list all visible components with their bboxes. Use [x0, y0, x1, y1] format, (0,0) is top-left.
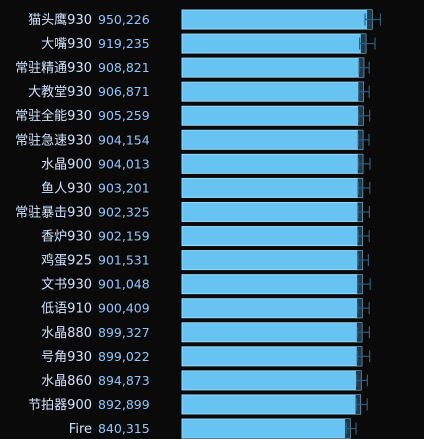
bar [181, 370, 362, 391]
value-label: 892,899 [98, 397, 150, 412]
category-label: 常驻全能930 [15, 108, 92, 124]
value-label: 899,327 [98, 325, 150, 340]
value-label: 902,325 [98, 204, 150, 219]
bar [181, 9, 373, 30]
bar [181, 394, 362, 415]
category-label: 水晶860 [41, 374, 92, 389]
bar [181, 274, 363, 295]
value-label: 906,871 [98, 84, 150, 99]
category-label: 水晶880 [41, 326, 92, 341]
value-label: 950,226 [98, 12, 150, 27]
value-label: 902,159 [98, 229, 150, 244]
category-label: 鱼人930 [41, 180, 92, 196]
category-label: Fire [69, 422, 92, 437]
bar [181, 105, 364, 126]
category-label: 常驻精通930 [15, 61, 92, 76]
value-label: 901,531 [98, 253, 150, 268]
value-label: 901,048 [98, 277, 150, 292]
value-label: 903,201 [98, 180, 150, 195]
bar [181, 322, 363, 343]
category-label: 常驻暴击930 [15, 205, 92, 220]
category-label: 低语910 [41, 302, 92, 317]
bar [181, 81, 364, 102]
bar [181, 129, 364, 150]
bar [181, 201, 363, 222]
bar [181, 177, 364, 198]
bar [181, 57, 365, 78]
category-label: 大嘴930 [41, 37, 92, 52]
category-label: 常驻急速930 [15, 133, 92, 148]
value-label: 840,315 [98, 421, 150, 436]
value-label: 919,235 [98, 36, 150, 51]
category-label: 文书930 [41, 278, 92, 293]
value-label: 899,022 [98, 349, 150, 364]
category-label: 节拍器900 [28, 398, 92, 413]
value-label: 904,154 [98, 132, 150, 147]
category-label: 猫头鹰930 [28, 12, 92, 28]
category-label: 号角930 [41, 350, 92, 365]
value-label: 894,873 [98, 373, 150, 388]
bar [181, 298, 363, 319]
category-label: 鸡蛋925 [41, 253, 92, 269]
value-label: 905,259 [98, 108, 150, 123]
value-label: 904,013 [98, 156, 150, 171]
bar [181, 250, 363, 271]
bar [181, 153, 364, 174]
category-label: 香炉930 [41, 230, 92, 245]
bar [181, 226, 363, 247]
bar [181, 346, 363, 367]
category-label: 大教堂930 [28, 84, 92, 100]
bar [181, 33, 367, 54]
value-label: 900,409 [98, 301, 150, 316]
bar [181, 418, 351, 439]
category-label: 水晶900 [41, 157, 92, 172]
value-label: 908,821 [98, 60, 150, 75]
